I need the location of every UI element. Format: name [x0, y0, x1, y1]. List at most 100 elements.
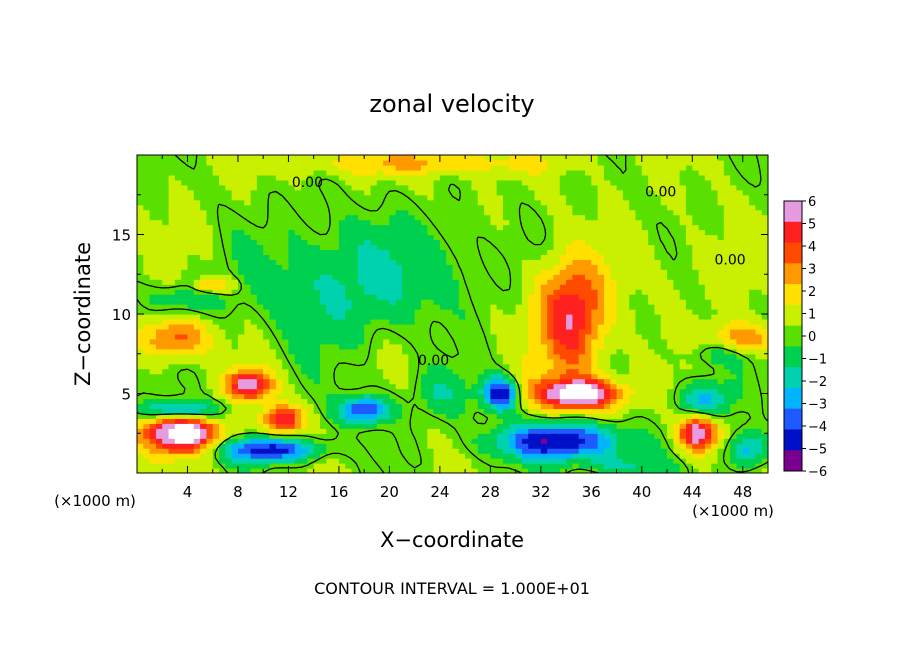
field-cell: [622, 388, 630, 395]
field-cell: [616, 224, 624, 231]
field-cell: [168, 358, 176, 365]
field-cell: [402, 244, 409, 251]
field-cell: [723, 393, 731, 400]
field-cell: [667, 413, 674, 419]
field-cell: [193, 304, 201, 310]
field-cell: [723, 269, 731, 275]
field-cell: [660, 299, 668, 305]
field-cell: [458, 448, 466, 454]
field-cell: [458, 259, 466, 265]
field-cell: [301, 323, 308, 330]
field-cell: [250, 343, 258, 350]
field-cell: [269, 403, 277, 410]
field-cell: [174, 383, 182, 390]
field-cell: [376, 393, 384, 400]
field-cell: [408, 259, 416, 265]
field-cell: [572, 418, 580, 424]
field-cell: [679, 229, 687, 236]
field-cell: [502, 408, 510, 414]
field-cell: [477, 433, 485, 439]
field-cell: [585, 274, 592, 280]
field-cell: [395, 378, 403, 385]
field-cell: [181, 338, 189, 345]
field-cell: [509, 428, 517, 434]
field-cell: [402, 363, 409, 370]
field-cell: [168, 274, 176, 280]
field-cell: [149, 234, 157, 241]
field-cell: [383, 249, 390, 255]
field-cell: [219, 254, 226, 260]
field-cell: [168, 418, 176, 424]
field-cell: [420, 443, 428, 449]
field-cell: [433, 289, 441, 295]
field-cell: [174, 433, 182, 439]
field-cell: [477, 274, 485, 280]
field-cell: [326, 333, 334, 340]
field-cell: [402, 323, 409, 330]
field-cell: [149, 448, 157, 454]
field-cell: [616, 244, 624, 251]
field-cell: [301, 294, 308, 300]
field-cell: [648, 358, 656, 365]
field-cell: [755, 403, 763, 410]
field-cell: [534, 428, 542, 434]
field-cell: [502, 448, 510, 454]
field-cell: [578, 363, 586, 370]
field-cell: [250, 388, 258, 395]
field-cell: [345, 239, 353, 246]
field-cell: [730, 234, 738, 241]
field-cell: [155, 448, 163, 454]
field-cell: [219, 274, 226, 280]
field-cell: [225, 244, 233, 251]
field-cell: [383, 264, 390, 270]
field-cell: [509, 378, 517, 385]
field-cell: [181, 408, 189, 414]
field-cell: [212, 408, 220, 414]
field-cell: [263, 239, 271, 246]
field-cell: [477, 358, 485, 365]
field-cell: [471, 323, 479, 330]
field-cell: [137, 418, 144, 424]
field-cell: [225, 353, 233, 360]
field-cell: [591, 438, 599, 444]
field-cell: [332, 323, 340, 330]
field-cell: [547, 328, 555, 335]
field-cell: [370, 289, 378, 295]
field-cell: [698, 229, 706, 236]
field-cell: [749, 239, 756, 246]
field-cell: [585, 443, 592, 449]
field-cell: [313, 458, 321, 464]
field-cell: [143, 418, 151, 424]
field-cell: [711, 284, 719, 290]
field-cell: [269, 353, 277, 360]
field-cell: [585, 314, 592, 320]
field-cell: [187, 468, 195, 473]
field-cell: [704, 224, 712, 231]
field-cell: [717, 448, 725, 454]
field-cell: [174, 408, 182, 414]
field-cell: [654, 353, 662, 360]
field-cell: [509, 328, 517, 335]
field-cell: [622, 418, 630, 424]
field-cell: [616, 388, 624, 395]
field-cell: [616, 294, 624, 300]
field-cell: [137, 348, 144, 355]
field-cell: [698, 388, 706, 395]
field-cell: [465, 423, 473, 429]
field-cell: [263, 274, 271, 280]
field-cell: [730, 274, 738, 280]
field-cell: [263, 453, 271, 459]
field-cell: [326, 438, 334, 444]
field-cell: [484, 244, 491, 251]
field-cell: [383, 279, 390, 285]
field-cell: [389, 443, 397, 449]
field-cell: [566, 413, 573, 419]
field-cell: [465, 343, 473, 350]
field-cell: [200, 353, 208, 360]
field-cell: [269, 443, 277, 449]
field-cell: [698, 448, 706, 454]
field-cell: [219, 249, 226, 255]
field-cell: [610, 458, 618, 464]
field-cell: [256, 468, 264, 473]
field-cell: [484, 413, 491, 419]
